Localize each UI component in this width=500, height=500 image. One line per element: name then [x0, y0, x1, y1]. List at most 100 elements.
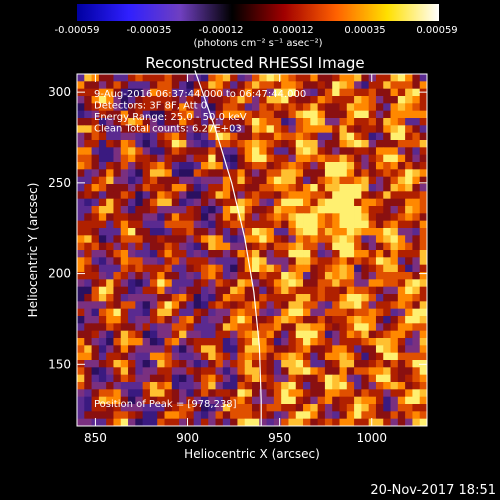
heatmap-cell — [332, 206, 340, 214]
heatmap-cell — [171, 323, 180, 332]
heatmap-cell — [412, 279, 421, 288]
heatmap-cell — [164, 404, 173, 412]
heatmap-cell — [346, 286, 355, 295]
heatmap-cell — [84, 264, 92, 273]
heatmap-cell — [288, 154, 297, 163]
heatmap-cell — [252, 374, 260, 383]
heatmap-cell — [186, 389, 195, 398]
heatmap-cell — [106, 308, 114, 317]
heatmap-cell — [303, 404, 311, 412]
heatmap-cell — [193, 250, 202, 258]
heatmap-cell — [419, 294, 428, 302]
heatmap-cell — [128, 184, 136, 192]
heatmap-cell — [164, 308, 173, 317]
heatmap-cell — [303, 301, 311, 310]
heatmap-cell — [332, 242, 340, 251]
heatmap-cell — [419, 110, 428, 119]
heatmap-cell — [84, 257, 92, 266]
heatmap-cell — [375, 103, 384, 112]
heatmap-cell — [324, 176, 333, 185]
heatmap-cell — [405, 382, 413, 390]
heatmap-cell — [135, 242, 144, 251]
heatmap-cell — [200, 338, 209, 346]
heatmap-cell — [288, 169, 297, 178]
heatmap-cell — [186, 184, 195, 192]
heatmap-cell — [193, 316, 202, 324]
heatmap-cell — [281, 118, 289, 126]
y-tick-label: 200 — [48, 267, 71, 281]
heatmap-cell — [106, 418, 114, 427]
heatmap-cell — [164, 286, 173, 295]
heatmap-cell — [106, 198, 114, 207]
heatmap-cell — [324, 279, 333, 288]
heatmap-cell — [390, 338, 399, 346]
heatmap-cell — [281, 162, 289, 170]
heatmap-cell — [106, 250, 114, 258]
heatmap-cell — [128, 330, 136, 339]
heatmap-cell — [164, 330, 173, 339]
heatmap-cell — [288, 220, 297, 229]
heatmap-cell — [91, 228, 100, 236]
heatmap-cell — [295, 396, 304, 405]
heatmap-cell — [317, 228, 326, 236]
heatmap-cell — [120, 220, 129, 229]
heatmap-cell — [157, 389, 165, 398]
heatmap-cell — [273, 374, 282, 383]
heatmap-cell — [244, 338, 253, 346]
heatmap-cell — [98, 301, 107, 310]
heatmap-cell — [244, 125, 253, 134]
heatmap-cell — [222, 367, 231, 376]
heatmap-cell — [171, 272, 180, 280]
heatmap-cell — [346, 198, 355, 207]
heatmap-cell — [383, 81, 391, 90]
heatmap-cell — [230, 198, 238, 207]
heatmap-cell — [149, 81, 158, 90]
heatmap-cell — [252, 279, 260, 288]
heatmap-cell — [273, 235, 282, 244]
heatmap-cell — [157, 257, 165, 266]
heatmap-cell — [390, 213, 399, 222]
heatmap-cell — [324, 250, 333, 258]
heatmap-cell — [128, 257, 136, 266]
heatmap-cell — [208, 257, 216, 266]
heatmap-cell — [266, 88, 275, 97]
heatmap-cell — [179, 228, 187, 236]
heatmap-cell — [200, 360, 209, 368]
heatmap-cell — [91, 132, 100, 141]
heatmap-cell — [215, 242, 224, 251]
heatmap-cell — [288, 184, 297, 192]
heatmap-cell — [193, 169, 202, 178]
heatmap-cell — [354, 411, 362, 420]
heatmap-cell — [303, 279, 311, 288]
heatmap-cell — [273, 132, 282, 141]
heatmap-cell — [77, 330, 85, 339]
heatmap-cell — [324, 132, 333, 141]
heatmap-cell — [142, 374, 151, 383]
heatmap-cell — [405, 88, 413, 97]
heatmap-cell — [332, 418, 340, 427]
heatmap-cell — [324, 338, 333, 346]
heatmap-cell — [324, 88, 333, 97]
heatmap-cell — [339, 88, 348, 97]
heatmap-cell — [237, 154, 246, 163]
heatmap-cell — [295, 294, 304, 302]
heatmap-cell — [303, 103, 311, 112]
heatmap-cell — [252, 213, 260, 222]
heatmap-cell — [266, 367, 275, 376]
heatmap-cell — [346, 257, 355, 266]
heatmap-cell — [186, 250, 195, 258]
heatmap-cell — [339, 250, 348, 258]
heatmap-cell — [266, 257, 275, 266]
heatmap-cell — [128, 198, 136, 207]
heatmap-cell — [142, 316, 151, 324]
heatmap-cell — [383, 418, 391, 427]
heatmap-cell — [375, 250, 384, 258]
annotation-line: 9-Aug-2016 06:37:44.000 to 06:47:44.000 — [94, 89, 306, 100]
heatmap-cell — [332, 103, 340, 112]
heatmap-cell — [91, 191, 100, 200]
heatmap-cell — [324, 374, 333, 383]
heatmap-cell — [113, 389, 122, 398]
heatmap-cell — [419, 176, 428, 185]
heatmap-cell — [113, 88, 122, 97]
heatmap-cell — [135, 88, 144, 97]
